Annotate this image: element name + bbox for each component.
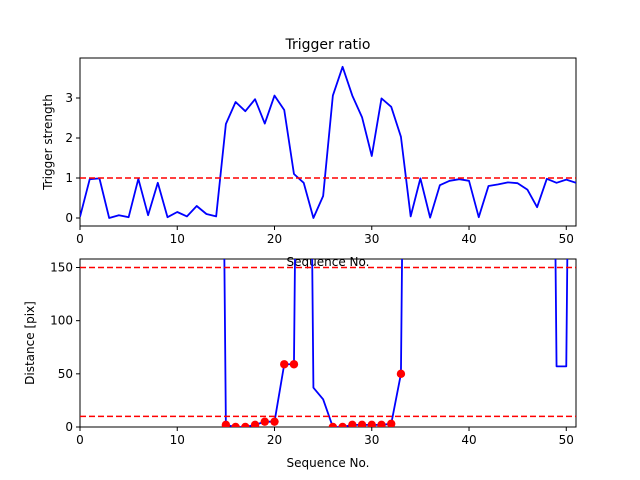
bottom-x-tick-label: 30 <box>364 433 379 447</box>
top-y-tick-label: 3 <box>65 91 73 105</box>
bottom-x-tick-label: 40 <box>461 433 476 447</box>
bottom-x-tick-label: 10 <box>170 433 185 447</box>
bottom-series-line <box>554 259 569 368</box>
top-x-tick-label: 30 <box>364 232 379 246</box>
bottom-x-tick-label: 0 <box>76 433 84 447</box>
bottom-data-point <box>396 369 406 379</box>
top-chart-title: Trigger ratio <box>284 37 370 53</box>
bottom-y-tick-label: 0 <box>65 420 73 434</box>
top-x-tick-label: 50 <box>559 232 574 246</box>
top-y-tick-label: 1 <box>65 171 73 185</box>
top-x-tick-label: 20 <box>267 232 282 246</box>
bottom-plot-area <box>80 259 576 427</box>
bottom-data-point <box>231 422 240 427</box>
bottom-y-tick-label: 50 <box>58 367 73 381</box>
bottom-x-tick-label: 50 <box>559 433 574 447</box>
top-x-tick-label: 40 <box>461 232 476 246</box>
bottom-data-point <box>221 420 231 427</box>
bottom-x-axis-label: Sequence No. <box>287 456 370 470</box>
bottom-plot-frame <box>79 258 577 428</box>
top-series-line <box>80 65 576 219</box>
bottom-data-point <box>367 420 376 427</box>
top-subplot: Trigger ratio Trigger strength Sequence … <box>41 37 577 269</box>
bottom-data-point <box>357 420 367 427</box>
top-x-tick-label: 0 <box>76 232 84 246</box>
bottom-data-point <box>338 422 347 427</box>
top-plot-frame <box>79 57 577 227</box>
bottom-x-tick-label: 20 <box>267 433 282 447</box>
top-x-tick-label: 10 <box>170 232 185 246</box>
bottom-data-point <box>377 420 386 427</box>
bottom-y-tick-label: 100 <box>50 314 73 328</box>
bottom-subplot: Distance [pix] Sequence No. 0 10 20 30 40 50 0… <box>23 258 577 470</box>
bottom-data-point <box>260 417 269 426</box>
bottom-data-point <box>280 360 289 369</box>
top-y-tick-label: 2 <box>65 131 73 145</box>
top-y-axis-label: Trigger strength <box>41 94 55 191</box>
top-y-tick-label: 0 <box>65 211 73 225</box>
bottom-data-point <box>241 422 250 427</box>
bottom-data-point <box>250 420 260 427</box>
bottom-data-point <box>328 422 338 427</box>
bottom-data-point <box>270 417 279 426</box>
bottom-data-point <box>387 419 396 427</box>
top-plot-area <box>80 65 576 219</box>
bottom-y-tick-label: 150 <box>50 261 73 275</box>
bottom-data-point <box>289 360 299 369</box>
bottom-data-point <box>348 420 357 427</box>
bottom-y-axis-label: Distance [pix] <box>23 301 37 385</box>
